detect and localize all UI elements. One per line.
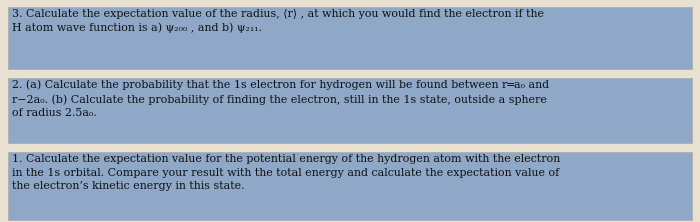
Text: 3. Calculate the expectation value of the radius, ⟨r⟩ , at which you would find : 3. Calculate the expectation value of th…: [12, 9, 544, 33]
FancyBboxPatch shape: [8, 7, 692, 69]
Text: 1. Calculate the expectation value for the potential energy of the hydrogen atom: 1. Calculate the expectation value for t…: [12, 154, 560, 191]
FancyBboxPatch shape: [8, 152, 692, 220]
FancyBboxPatch shape: [8, 78, 692, 143]
Text: 2. (a) Calculate the probability that the 1s electron for hydrogen will be found: 2. (a) Calculate the probability that th…: [12, 80, 549, 118]
